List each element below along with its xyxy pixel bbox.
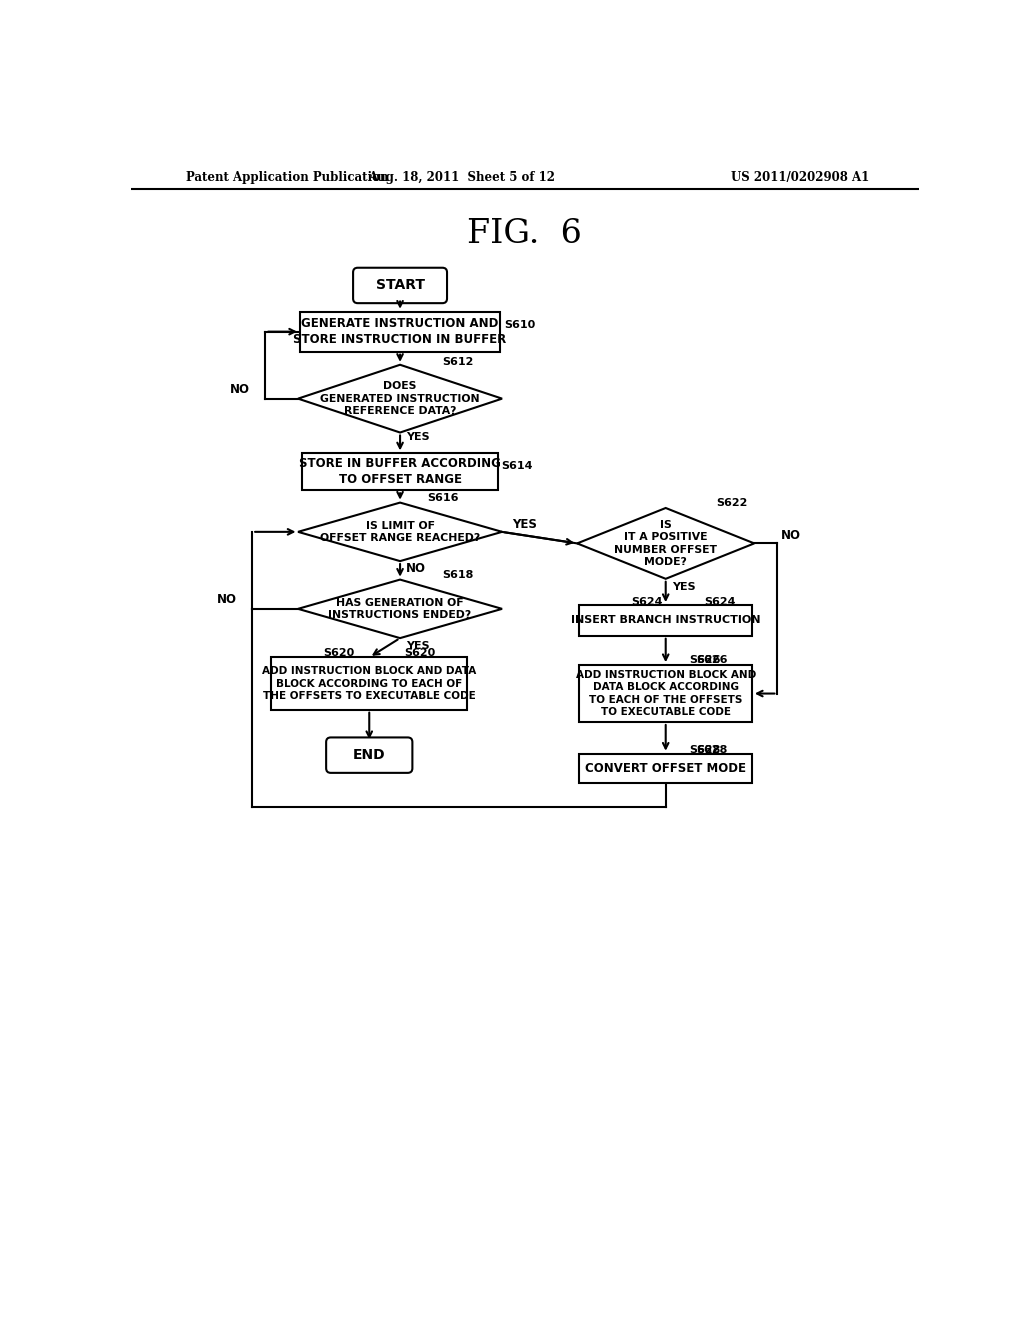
FancyBboxPatch shape bbox=[326, 738, 413, 774]
Polygon shape bbox=[298, 503, 502, 561]
Text: DOES
GENERATED INSTRUCTION
REFERENCE DATA?: DOES GENERATED INSTRUCTION REFERENCE DAT… bbox=[321, 381, 480, 416]
Text: S616: S616 bbox=[427, 492, 459, 503]
Text: NO: NO bbox=[230, 383, 250, 396]
Text: NO: NO bbox=[781, 529, 801, 543]
Text: ADD INSTRUCTION BLOCK AND DATA
BLOCK ACCORDING TO EACH OF
THE OFFSETS TO EXECUTA: ADD INSTRUCTION BLOCK AND DATA BLOCK ACC… bbox=[262, 667, 476, 701]
Text: START: START bbox=[376, 279, 425, 293]
Bar bbox=[300, 312, 500, 351]
Text: IS LIMIT OF
OFFSET RANGE REACHED?: IS LIMIT OF OFFSET RANGE REACHED? bbox=[319, 520, 480, 543]
Text: S628: S628 bbox=[696, 744, 728, 755]
Text: ADD INSTRUCTION BLOCK AND
DATA BLOCK ACCORDING
TO EACH OF THE OFFSETS
TO EXECUTA: ADD INSTRUCTION BLOCK AND DATA BLOCK ACC… bbox=[575, 671, 756, 717]
Text: S626: S626 bbox=[696, 655, 728, 665]
Text: S626: S626 bbox=[689, 655, 720, 665]
Text: YES: YES bbox=[672, 582, 695, 591]
Text: Aug. 18, 2011  Sheet 5 of 12: Aug. 18, 2011 Sheet 5 of 12 bbox=[369, 172, 555, 185]
Text: S628: S628 bbox=[689, 744, 720, 755]
Text: S614: S614 bbox=[502, 461, 534, 471]
FancyBboxPatch shape bbox=[353, 268, 447, 304]
Polygon shape bbox=[298, 364, 502, 433]
Text: CONVERT OFFSET MODE: CONVERT OFFSET MODE bbox=[585, 762, 746, 775]
Text: S610: S610 bbox=[504, 321, 536, 330]
Text: STORE IN BUFFER ACCORDING
TO OFFSET RANGE: STORE IN BUFFER ACCORDING TO OFFSET RANG… bbox=[299, 457, 501, 486]
Text: GENERATE INSTRUCTION AND
STORE INSTRUCTION IN BUFFER: GENERATE INSTRUCTION AND STORE INSTRUCTI… bbox=[294, 317, 507, 346]
Text: S620: S620 bbox=[403, 648, 435, 657]
Text: S618: S618 bbox=[442, 570, 474, 579]
Bar bbox=[580, 665, 753, 722]
Text: US 2011/0202908 A1: US 2011/0202908 A1 bbox=[731, 172, 869, 185]
Polygon shape bbox=[578, 508, 755, 579]
Bar bbox=[302, 453, 499, 490]
Text: NO: NO bbox=[217, 593, 237, 606]
Text: END: END bbox=[353, 748, 386, 762]
Text: S612: S612 bbox=[442, 356, 474, 367]
Bar bbox=[271, 657, 467, 710]
Text: S620: S620 bbox=[323, 648, 354, 657]
Text: YES: YES bbox=[407, 640, 430, 651]
Text: S622: S622 bbox=[716, 499, 748, 508]
Text: HAS GENERATION OF
INSTRUCTIONS ENDED?: HAS GENERATION OF INSTRUCTIONS ENDED? bbox=[329, 598, 472, 620]
Text: YES: YES bbox=[512, 517, 537, 531]
Text: FIG.  6: FIG. 6 bbox=[467, 218, 583, 249]
Bar bbox=[580, 754, 753, 783]
Text: NO: NO bbox=[407, 562, 426, 576]
Bar bbox=[580, 605, 753, 636]
Text: INSERT BRANCH INSTRUCTION: INSERT BRANCH INSTRUCTION bbox=[571, 615, 761, 626]
Text: S624: S624 bbox=[631, 597, 663, 607]
Polygon shape bbox=[298, 579, 502, 638]
Text: IS
IT A POSITIVE
NUMBER OFFSET
MODE?: IS IT A POSITIVE NUMBER OFFSET MODE? bbox=[614, 520, 717, 568]
Text: Patent Application Publication: Patent Application Publication bbox=[186, 172, 388, 185]
Text: S624: S624 bbox=[705, 597, 735, 607]
Text: YES: YES bbox=[407, 432, 430, 442]
